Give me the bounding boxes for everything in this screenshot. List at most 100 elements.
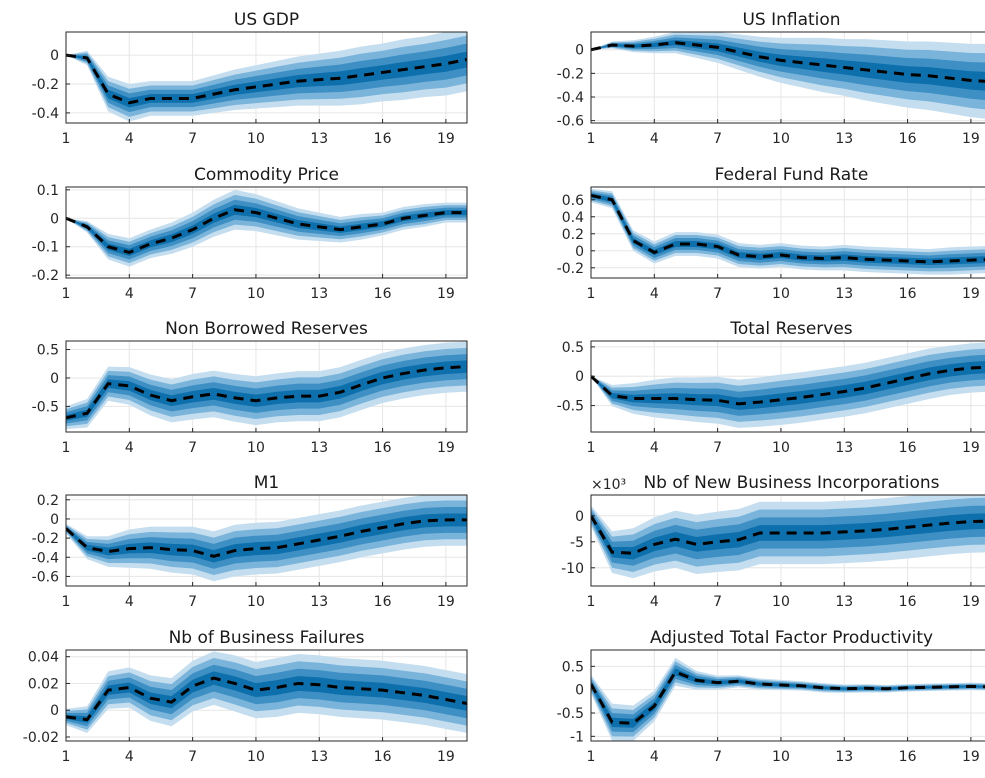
x-tick-label: 19 (962, 131, 980, 147)
subplot-title: Commodity Price (194, 165, 339, 185)
x-tick-label: 13 (310, 749, 328, 765)
x-tick-label: 19 (962, 286, 980, 302)
x-tick-label: 16 (374, 594, 392, 610)
band-84 (591, 37, 985, 100)
x-tick-label: 7 (713, 749, 722, 765)
subplot-8: 1 4 7 10 13 16 19 0 -5 -10 ×10³ Nb of New Business … (561, 473, 985, 610)
band-84 (66, 199, 467, 260)
subplot-6: 1 4 7 10 13 16 19 0.5 0 -0.5 Total Reserves (557, 319, 985, 456)
x-tick-label: 19 (437, 594, 455, 610)
y-tick-label: -0.4 (32, 106, 59, 122)
y-tick-label: 0.5 (562, 340, 584, 356)
y-tick-label: 0 (575, 683, 584, 699)
axes-frame (590, 31, 985, 124)
y-tick-label: -0.4 (557, 90, 584, 106)
x-tick-label: 10 (247, 286, 265, 302)
axes-frame (590, 340, 985, 433)
x-tick-label: 19 (962, 749, 980, 765)
subplot-1: 1 4 7 10 13 16 19 0 -0.2 -0.4 US GDP (32, 10, 468, 147)
x-tick-label: 13 (310, 440, 328, 456)
y-tick-label: -1 (570, 729, 584, 745)
y-tick-label: 0.6 (562, 193, 584, 209)
y-tick-label: -0.5 (32, 399, 59, 415)
confidence-bands (591, 495, 985, 579)
median-line (66, 53, 467, 105)
subplot-title: Nb of Business Failures (169, 628, 365, 648)
y-tick-label: -0.5 (557, 706, 584, 722)
y-tick-label: -0.4 (32, 550, 59, 566)
x-tick-label: 19 (437, 749, 455, 765)
x-tick-label: 7 (713, 286, 722, 302)
x-tick-label: 10 (247, 749, 265, 765)
y-tick-label: -0.2 (32, 531, 59, 547)
y-exponent-label: ×10³ (591, 477, 626, 493)
x-tick-label: 16 (899, 440, 917, 456)
band-68 (66, 204, 467, 256)
median-line (591, 515, 985, 555)
x-tick-label: 4 (650, 440, 659, 456)
x-tick-label: 1 (62, 440, 71, 456)
x-tick-label: 7 (713, 440, 722, 456)
x-tick-label: 13 (835, 594, 853, 610)
subplot-title: Federal Fund Rate (715, 165, 869, 185)
x-tick-label: 16 (899, 131, 917, 147)
confidence-bands (66, 651, 467, 733)
axes-frame (65, 31, 468, 124)
y-tick-label: 0 (575, 509, 584, 525)
y-tick-label: 0 (50, 211, 59, 227)
x-tick-label: 10 (247, 594, 265, 610)
subplot-title: Adjusted Total Factor Productivity (650, 628, 933, 648)
confidence-bands (66, 495, 467, 582)
x-tick-label: 19 (437, 440, 455, 456)
confidence-bands (66, 32, 467, 122)
x-tick-label: 4 (125, 286, 134, 302)
x-tick-label: 10 (772, 286, 790, 302)
x-tick-label: 4 (125, 594, 134, 610)
x-tick-label: 10 (247, 131, 265, 147)
y-tick-label: -0.1 (32, 240, 59, 256)
x-tick-label: 10 (772, 131, 790, 147)
y-tick-label: 0 (50, 512, 59, 528)
axes-frame (590, 494, 985, 587)
subplot-7: 1 4 7 10 13 16 19 0.2 0 -0.2 -0.4 -0.6 M1 (32, 473, 468, 610)
median-line (66, 365, 467, 420)
x-tick-label: 10 (772, 749, 790, 765)
x-tick-label: 13 (310, 594, 328, 610)
band-84 (591, 192, 985, 269)
x-tick-label: 10 (247, 440, 265, 456)
median-line (591, 194, 985, 264)
band-68 (591, 193, 985, 266)
x-tick-label: 19 (962, 594, 980, 610)
x-tick-label: 16 (899, 286, 917, 302)
x-tick-label: 13 (835, 131, 853, 147)
y-tick-label: 0.02 (28, 676, 59, 692)
band-90 (591, 190, 985, 272)
y-tick-label: -0.2 (32, 77, 59, 93)
axes-frame (590, 186, 985, 279)
axes-frame (65, 186, 468, 279)
y-tick-label: 0 (50, 703, 59, 719)
x-tick-label: 13 (835, 440, 853, 456)
subplot-9: 1 4 7 10 13 16 19 0.04 0.02 0 -0.02 Nb of Business … (23, 628, 468, 765)
x-tick-label: 4 (650, 286, 659, 302)
x-tick-label: 4 (125, 749, 134, 765)
y-tick-label: 0 (50, 371, 59, 387)
y-tick-label: 0.5 (37, 343, 59, 359)
x-tick-label: 1 (587, 131, 596, 147)
x-tick-label: 19 (437, 131, 455, 147)
x-tick-label: 1 (62, 131, 71, 147)
x-tick-label: 16 (374, 131, 392, 147)
x-tick-label: 1 (62, 286, 71, 302)
median-line (66, 676, 467, 722)
subplot-title: M1 (254, 473, 279, 493)
subplot-title: Nb of New Business Incorporations (643, 473, 939, 493)
axes-frame (590, 649, 985, 742)
band-84 (66, 354, 467, 424)
x-tick-label: 13 (310, 131, 328, 147)
axes-frame (65, 494, 468, 587)
x-tick-label: 1 (587, 440, 596, 456)
x-tick-label: 4 (650, 749, 659, 765)
y-tick-label: -0.2 (557, 261, 584, 277)
x-tick-label: 4 (650, 131, 659, 147)
x-tick-label: 7 (713, 594, 722, 610)
